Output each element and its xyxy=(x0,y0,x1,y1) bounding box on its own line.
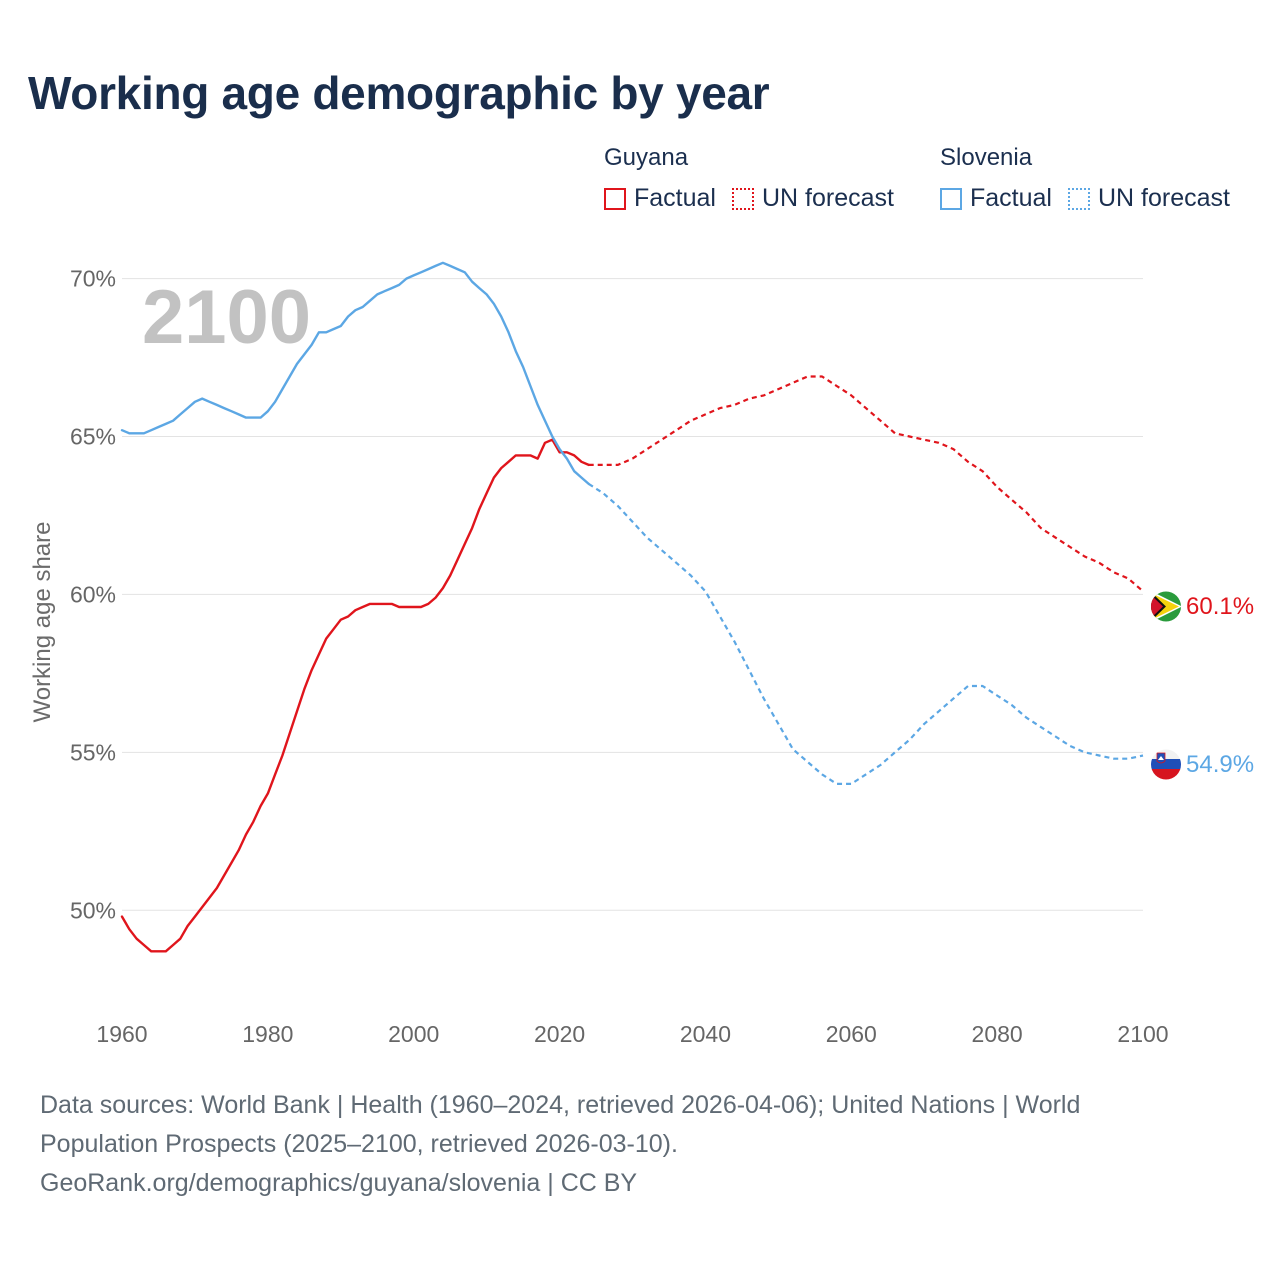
legend-country-slovenia: Slovenia xyxy=(940,144,1033,171)
sources-line-1: Data sources: World Bank | Health (1960–… xyxy=(40,1091,1081,1119)
series-line-slovenia-forecast[interactable] xyxy=(588,482,1144,785)
legend-label-slovenia-factual: Factual xyxy=(970,184,1052,212)
legend-item-slovenia-forecast[interactable]: UN forecast xyxy=(1067,184,1230,213)
series-lines xyxy=(120,261,1144,953)
y-tick-label: 65% xyxy=(70,424,116,450)
y-tick-label: 60% xyxy=(70,581,116,607)
legend-item-guyana-forecast[interactable]: UN forecast xyxy=(731,184,894,213)
y-tick-label: 55% xyxy=(70,739,116,765)
x-tick-label: 2080 xyxy=(972,1021,1023,1047)
x-tick-label: 1980 xyxy=(242,1021,293,1047)
x-tick-label: 2000 xyxy=(388,1021,439,1047)
legend-swatch-slovenia-factual xyxy=(940,187,962,210)
x-tick-label: 1960 xyxy=(96,1021,147,1047)
x-tick-label: 2040 xyxy=(680,1021,731,1047)
legend-group-guyana: Guyana Factual UN forecast xyxy=(604,144,910,213)
legend-item-slovenia-factual[interactable]: Factual xyxy=(940,184,1052,213)
end-label-guyana: 60.1% xyxy=(1186,593,1254,620)
y-axis-title: Working age share xyxy=(29,522,56,723)
legend-swatch-slovenia-forecast xyxy=(1067,187,1090,210)
grid-lines xyxy=(122,278,1143,911)
legend-swatch-guyana-forecast xyxy=(731,187,754,210)
sources-line-2: Population Prospects (2025–2100, retriev… xyxy=(40,1130,678,1158)
axes: 50% 55% 60% 65% 70% 1960 1980 2000 2020 2040 2060 2… xyxy=(70,266,1169,1047)
legend-label-guyana-factual: Factual xyxy=(634,184,716,212)
legend-item-guyana-factual[interactable]: Factual xyxy=(604,184,716,213)
x-tick-label: 2100 xyxy=(1117,1021,1168,1047)
legend-label-slovenia-forecast: UN forecast xyxy=(1097,184,1230,212)
legend-country-guyana: Guyana xyxy=(604,144,689,171)
page-title: Working age demographic by year xyxy=(28,67,770,119)
x-tick-label: 2060 xyxy=(826,1021,877,1047)
slovenia-flag-icon xyxy=(1151,749,1181,780)
year-watermark: 2100 xyxy=(142,275,311,360)
y-tick-label: 50% xyxy=(70,897,116,923)
x-tick-label: 2020 xyxy=(534,1021,585,1047)
end-label-slovenia: 54.9% xyxy=(1186,751,1254,778)
legend-swatch-guyana-factual xyxy=(604,187,626,210)
legend-label-guyana-forecast: UN forecast xyxy=(761,184,894,212)
sources-line-3[interactable]: GeoRank.org/demographics/guyana/slovenia… xyxy=(40,1169,638,1197)
series-line-guyana-factual[interactable] xyxy=(120,438,590,953)
line-chart: 50% 55% 60% 65% 70% 1960 1980 2000 2020 2040 2060 2… xyxy=(29,261,1254,1047)
series-line-guyana-forecast[interactable] xyxy=(588,375,1144,593)
legend-group-slovenia: Slovenia Factual UN forecast xyxy=(940,144,1246,213)
y-tick-label: 70% xyxy=(70,266,116,292)
series-line-slovenia-factual[interactable] xyxy=(120,261,590,486)
guyana-flag-icon xyxy=(1151,591,1181,622)
data-sources: Data sources: World Bank | Health (1960–… xyxy=(40,1086,1220,1203)
